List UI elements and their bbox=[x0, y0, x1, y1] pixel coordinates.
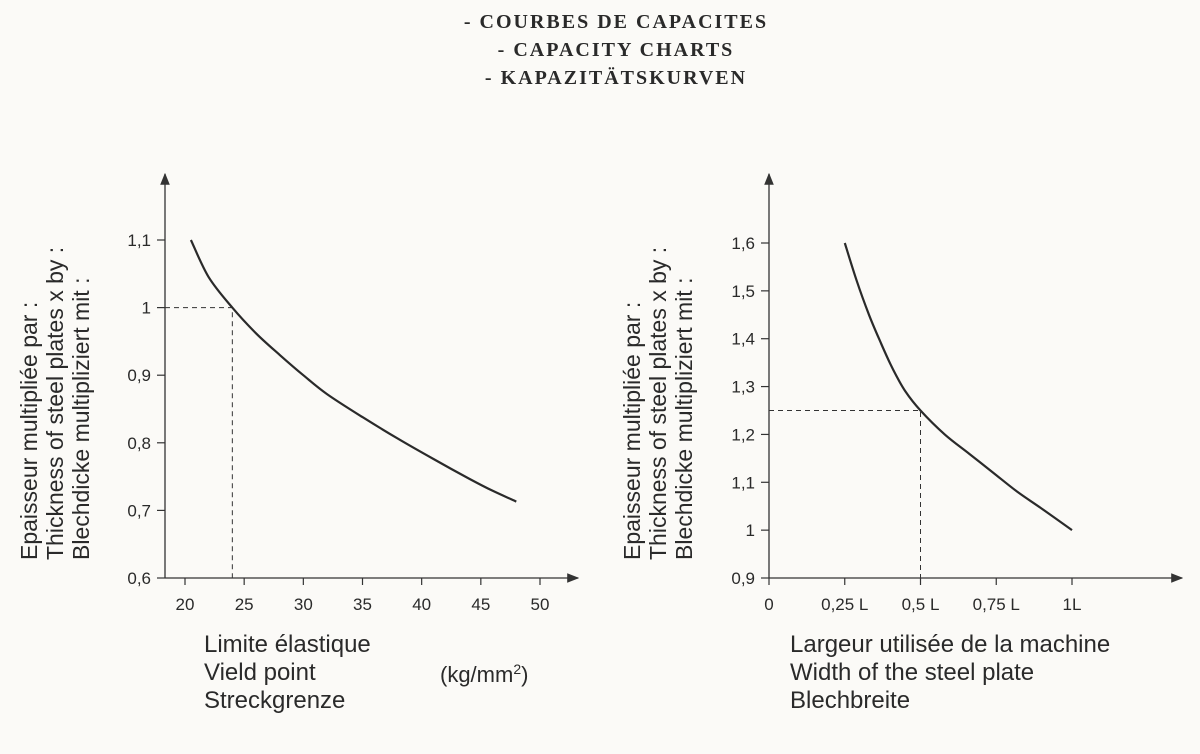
y-tick-label: 0,9 bbox=[127, 366, 151, 385]
y-tick-label: 1,5 bbox=[731, 282, 755, 301]
x-tick-label: 0,5 L bbox=[902, 595, 940, 614]
chart-plate-width: 0,9 1 1,1 1,2 1,3 1,4 1,5 1,6 0 0,25 L 0,5 L 0,75 L… bbox=[619, 172, 1184, 714]
title-french: - COURBES DE CAPACITES bbox=[463, 11, 769, 33]
y-tick-label: 0,6 bbox=[127, 569, 151, 588]
x-axis-label-en: Vield point bbox=[204, 659, 316, 686]
x-tick-label: 25 bbox=[235, 595, 254, 614]
x-axis-label-en: Width of the steel plate bbox=[790, 659, 1034, 686]
title-german: - KAPAZITÄTSKURVEN bbox=[484, 67, 748, 89]
x-axis-label-fr: Largeur utilisée de la machine bbox=[790, 631, 1110, 658]
y-axis-label: Epaisseur multipliée par : Thickness of … bbox=[16, 240, 94, 560]
reference-guide bbox=[165, 307, 233, 578]
y-tick-label: 1,3 bbox=[731, 378, 755, 397]
x-tick-label: 30 bbox=[294, 595, 313, 614]
capacity-curve bbox=[189, 239, 517, 503]
y-axis-label-en: Thickness of steel plates x by : bbox=[645, 247, 671, 560]
reference-guide bbox=[769, 410, 921, 578]
x-tick-label: 20 bbox=[176, 595, 195, 614]
title-english: - CAPACITY CHARTS bbox=[497, 39, 735, 61]
y-axis-label-de: Blechdicke multipliziert mit : bbox=[68, 278, 94, 560]
y-tick-label: 1,6 bbox=[731, 234, 755, 253]
x-axis-label-de: Streckgrenze bbox=[204, 687, 345, 714]
y-tick-label: 1 bbox=[746, 521, 755, 540]
x-tick-label: 45 bbox=[471, 595, 490, 614]
x-tick-label: 50 bbox=[531, 595, 550, 614]
y-axis-label-de: Blechdicke multipliziert mit : bbox=[671, 278, 697, 560]
y-tick-label: 1,1 bbox=[127, 231, 151, 250]
chart-yield-point: 0,6 0,7 0,8 0,9 1 1,1 20 25 30 35 40 45 50 Epaisseur… bbox=[16, 172, 580, 714]
y-tick-label: 1,4 bbox=[731, 330, 755, 349]
y-tick-label: 1,1 bbox=[731, 473, 755, 492]
x-tick-label: 0 bbox=[764, 595, 773, 614]
y-tick-label: 0,7 bbox=[127, 501, 151, 520]
x-axis-label-de: Blechbreite bbox=[790, 687, 910, 714]
y-axis-label-en: Thickness of steel plates x by : bbox=[42, 247, 68, 560]
y-axis-label-fr: Epaisseur multipliée par : bbox=[16, 302, 42, 560]
chart-titles: - COURBES DE CAPACITES - CAPACITY CHARTS… bbox=[0, 8, 1200, 92]
x-tick-label: 1L bbox=[1063, 595, 1082, 614]
x-axis-unit: (kg/mm2) bbox=[440, 661, 528, 687]
x-tick-label: 40 bbox=[412, 595, 431, 614]
y-tick-label: 1 bbox=[142, 299, 151, 318]
y-tick-label: 1,2 bbox=[731, 425, 755, 444]
x-tick-label: 0,75 L bbox=[973, 595, 1020, 614]
x-axis-label-fr: Limite élastique bbox=[204, 631, 371, 658]
y-tick-label: 0,8 bbox=[127, 434, 151, 453]
y-tick-label: 0,9 bbox=[731, 569, 755, 588]
y-axis-label-fr: Epaisseur multipliée par : bbox=[619, 302, 645, 560]
capacity-curve bbox=[843, 242, 1073, 532]
x-tick-label: 35 bbox=[353, 595, 372, 614]
x-tick-label: 0,25 L bbox=[821, 595, 868, 614]
y-axis-label: Epaisseur multipliée par : Thickness of … bbox=[619, 240, 697, 560]
